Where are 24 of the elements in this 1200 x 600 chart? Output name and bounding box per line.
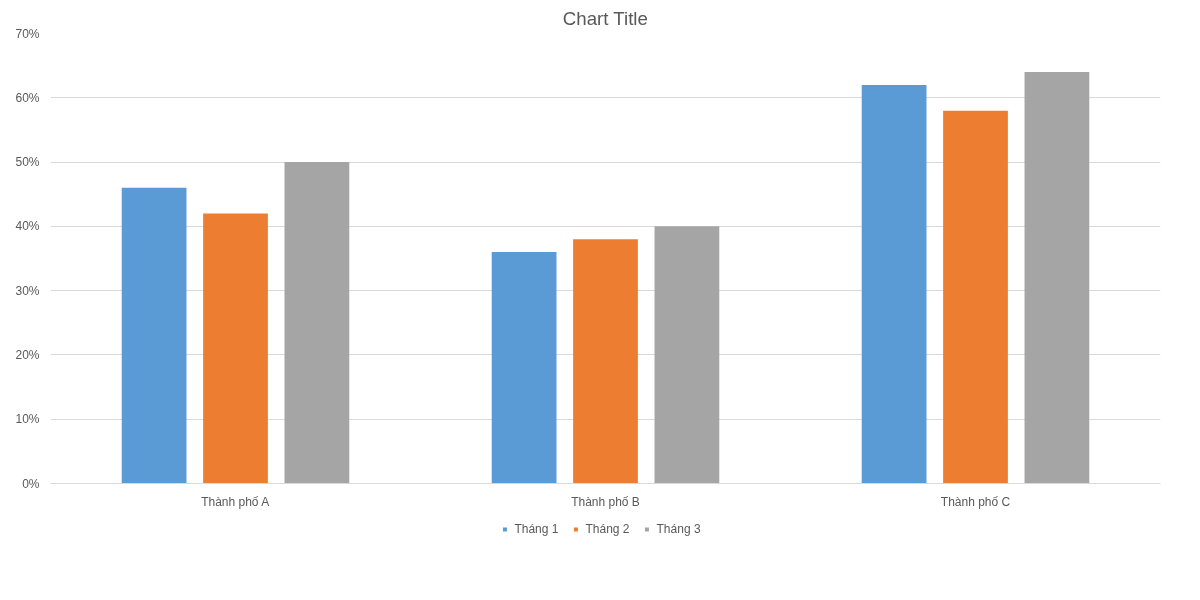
y-tick-label: 60% [15, 90, 40, 105]
y-tick-label: 10% [15, 412, 40, 427]
bar [861, 84, 927, 484]
chart-title: Chart Title [562, 7, 648, 29]
y-tick-label: 0% [22, 476, 40, 491]
bar [203, 213, 268, 484]
bar [1024, 72, 1090, 484]
legend-label: Tháng 2 [585, 522, 630, 536]
y-tick-label: 70% [15, 26, 40, 41]
bar [573, 239, 638, 484]
bar [121, 187, 187, 484]
bar [491, 252, 557, 484]
bar [654, 226, 720, 484]
legend-label: Tháng 3 [656, 522, 701, 536]
x-tick-label: Thành phố C [940, 494, 1011, 509]
y-tick-label: 50% [15, 155, 40, 170]
y-tick-label: 20% [15, 347, 40, 362]
y-tick-label: 30% [15, 283, 40, 298]
x-tick-label: Thành phố B [571, 494, 640, 509]
x-tick-label: Thành phố A [201, 494, 270, 509]
bar [284, 162, 350, 484]
y-tick-label: 40% [15, 219, 40, 234]
bar [943, 110, 1008, 484]
legend-label: Tháng 1 [514, 522, 559, 536]
